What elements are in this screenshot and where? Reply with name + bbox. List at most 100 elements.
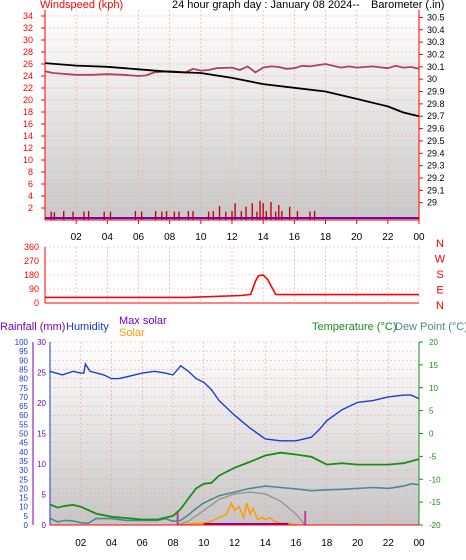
dewpoint-line bbox=[49, 482, 420, 525]
x-tick-label: 12 bbox=[229, 538, 241, 549]
x-tick-label: 04 bbox=[102, 232, 114, 243]
compass-label: N bbox=[436, 238, 444, 250]
x-tick-label: 00 bbox=[413, 232, 425, 243]
x-tick-label: 04 bbox=[106, 538, 118, 549]
direction-y-ticks: 0 90 180 270 360 bbox=[24, 242, 39, 308]
max-solar-label: Max solar bbox=[119, 315, 167, 327]
wind-baro-x-ticks: 02 04 06 08 10 12 14 16 18 20 22 00 bbox=[71, 220, 425, 243]
y-tick-label: 10 bbox=[23, 155, 33, 165]
x-tick-label: 08 bbox=[167, 538, 179, 549]
x-tick-label: 16 bbox=[289, 232, 301, 243]
y-tick-label: 5 bbox=[429, 407, 434, 416]
compass-label: S bbox=[436, 269, 443, 281]
max-solar-line bbox=[177, 491, 306, 526]
y-tick-label: 85 bbox=[19, 365, 28, 374]
x-tick-label: 18 bbox=[320, 232, 332, 243]
y-tick-label: 0 bbox=[429, 430, 434, 439]
x-tick-label: 14 bbox=[260, 538, 272, 549]
y-tick-label: 4 bbox=[28, 191, 33, 201]
y-tick-label: 25 bbox=[19, 475, 28, 484]
humidity-label: Humidity bbox=[66, 321, 109, 333]
x-tick-label: 02 bbox=[75, 538, 87, 549]
y-tick-label: 90 bbox=[29, 284, 39, 294]
y-tick-label: 16 bbox=[23, 119, 33, 129]
barometer-line bbox=[44, 62, 420, 118]
temperature-label: Temperature (°C) bbox=[312, 321, 396, 333]
y-tick-label: 10 bbox=[37, 460, 46, 469]
temperature-y-ticks: -20 -15 -10 -5 0 5 10 15 20 bbox=[419, 338, 441, 530]
y-tick-label: 30 bbox=[37, 338, 46, 347]
x-tick-label: 06 bbox=[133, 232, 145, 243]
x-tick-label: 00 bbox=[413, 538, 425, 549]
y-tick-label: 29.2 bbox=[427, 173, 445, 183]
y-tick-label: 20 bbox=[37, 399, 46, 408]
y-tick-label: 180 bbox=[24, 270, 39, 280]
y-tick-label: 65 bbox=[19, 402, 28, 411]
wind-baro-series bbox=[44, 62, 420, 220]
y-tick-label: 29.1 bbox=[427, 185, 445, 195]
y-tick-label: 80 bbox=[19, 375, 28, 384]
y-tick-label: -5 bbox=[429, 452, 437, 461]
y-tick-label: 30 bbox=[19, 466, 28, 475]
x-tick-label: 08 bbox=[164, 232, 176, 243]
x-tick-label: 12 bbox=[226, 232, 238, 243]
y-tick-label: 360 bbox=[24, 242, 39, 252]
compass-label: W bbox=[435, 254, 446, 266]
y-tick-label: 70 bbox=[19, 393, 28, 402]
y-tick-label: 0 bbox=[34, 298, 39, 308]
y-tick-label: 29.9 bbox=[427, 87, 445, 97]
x-tick-label: 10 bbox=[198, 538, 210, 549]
y-tick-label: 10 bbox=[19, 503, 28, 512]
y-tick-label: -20 bbox=[429, 521, 441, 530]
y-tick-label: 60 bbox=[19, 411, 28, 420]
y-tick-label: 100 bbox=[15, 338, 29, 347]
y-tick-label: 26 bbox=[23, 59, 33, 69]
y-tick-label: 20 bbox=[23, 95, 33, 105]
windspeed-axis-title: Windspeed (kph) bbox=[40, 0, 123, 11]
y-tick-label: 90 bbox=[19, 356, 28, 365]
y-tick-label: 14 bbox=[23, 131, 33, 141]
y-tick-label: 270 bbox=[24, 256, 39, 266]
y-tick-label: 6 bbox=[28, 179, 33, 189]
y-tick-label: 5 bbox=[24, 512, 29, 521]
y-tick-label: 5 bbox=[42, 491, 47, 500]
y-tick-label: 29.4 bbox=[427, 148, 445, 158]
y-tick-label: -15 bbox=[429, 498, 441, 507]
y-tick-label: 0 bbox=[24, 521, 29, 530]
y-tick-label: 30.5 bbox=[427, 12, 445, 22]
x-tick-label: 06 bbox=[137, 538, 149, 549]
y-tick-label: 22 bbox=[23, 83, 33, 93]
x-tick-label: 14 bbox=[258, 232, 270, 243]
y-tick-label: 15 bbox=[19, 494, 28, 503]
y-tick-label: 29.8 bbox=[427, 99, 445, 109]
rainfall-label: Rainfall (mm) bbox=[0, 321, 65, 333]
compass-label: N bbox=[436, 300, 444, 312]
y-tick-label: 15 bbox=[37, 430, 46, 439]
x-tick-label: 10 bbox=[195, 232, 207, 243]
y-tick-label: 55 bbox=[19, 420, 28, 429]
humidity-y-ticks: 0510152025303540455055606570758085909510… bbox=[15, 338, 29, 530]
y-tick-label: 29.3 bbox=[427, 161, 445, 171]
x-tick-label: 20 bbox=[351, 232, 363, 243]
y-tick-label: 30.2 bbox=[427, 49, 445, 59]
compass-label: E bbox=[436, 285, 443, 297]
y-tick-label: 29.5 bbox=[427, 136, 445, 146]
y-tick-label: 28 bbox=[23, 47, 33, 57]
y-tick-label: 40 bbox=[19, 448, 28, 457]
y-tick-label: 25 bbox=[37, 369, 46, 378]
direction-line bbox=[45, 274, 419, 299]
y-tick-label: 30.4 bbox=[427, 25, 445, 35]
dewpoint-label: Dew Point (°C) bbox=[395, 321, 466, 333]
y-tick-label: 15 bbox=[429, 361, 438, 370]
humidity-line bbox=[49, 362, 420, 442]
y-tick-label: 24 bbox=[23, 71, 33, 81]
y-tick-label: 10 bbox=[429, 384, 438, 393]
direction-grid bbox=[45, 246, 420, 304]
y-tick-label: 75 bbox=[19, 384, 28, 393]
wind-baro-grid bbox=[45, 10, 420, 220]
x-tick-label: 18 bbox=[321, 538, 333, 549]
